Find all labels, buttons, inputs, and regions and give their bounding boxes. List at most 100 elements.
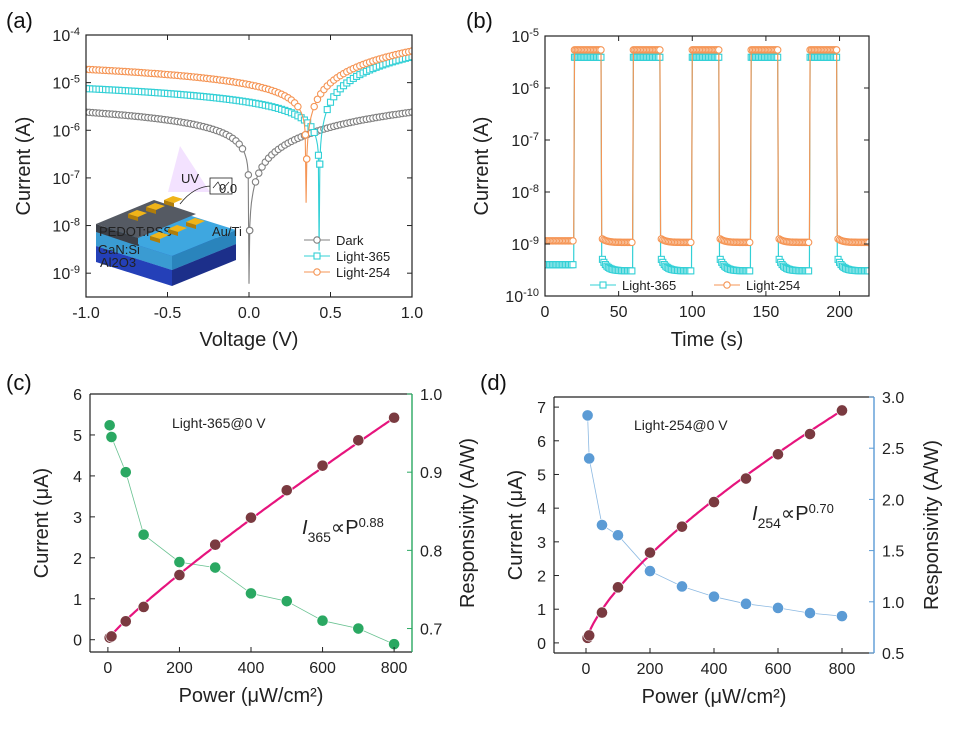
text-part: 10 (511, 81, 529, 98)
x-tick-label: 200 (637, 661, 664, 678)
x-tick-label: 400 (701, 661, 728, 678)
y2-tick-label: 3.0 (882, 390, 904, 407)
data-point (408, 53, 412, 61)
tick-exponent: -9 (70, 264, 80, 276)
text-part: 10 (511, 29, 529, 46)
data-point (238, 145, 247, 153)
fit-symbol: I (302, 517, 308, 539)
responsivity-point (596, 519, 608, 531)
legend-entry: Light-365 (336, 249, 390, 264)
y2-tick-label: 1.0 (420, 387, 442, 404)
text-part: 10 (511, 133, 529, 150)
curves-b (545, 46, 869, 275)
current-point (119, 615, 132, 628)
data-point (805, 267, 813, 275)
y-axis-label: Current (μA) (31, 468, 53, 578)
x-tick-label: 0 (582, 661, 591, 678)
responsivity-point (583, 452, 596, 465)
tick-exponent: -7 (70, 169, 80, 181)
current-point (137, 601, 150, 613)
current-point (209, 538, 222, 551)
data-point (715, 46, 723, 54)
series-line-0 (545, 56, 869, 272)
y2-tick-label: 2.0 (882, 492, 904, 509)
y-tick-label: 0 (537, 636, 546, 653)
y-tick-label: 5 (73, 428, 82, 445)
x-tick-label: 200 (166, 660, 193, 677)
electrode-pad-side (164, 200, 174, 207)
data-point (314, 151, 322, 159)
y-tick-label: 2 (73, 551, 82, 568)
current-point (612, 581, 624, 594)
y-tick-label: 10-8 (511, 183, 539, 202)
current-point (352, 434, 365, 447)
fit-relation: ∝P (331, 517, 359, 539)
current-point (105, 630, 118, 643)
curves-a (86, 47, 412, 284)
y-tick-label: 6 (73, 387, 82, 404)
meter-label: 0.0 (219, 181, 237, 196)
condition-annotation: Light-254@0 V (634, 417, 728, 433)
electrode-pad-side (186, 222, 196, 229)
tick-exponent: -8 (70, 217, 80, 229)
responsivity-series (581, 409, 848, 623)
fit-subscript: 365 (308, 529, 332, 545)
text-part: 10 (52, 123, 70, 140)
tick-exponent: -7 (529, 131, 539, 143)
data-point (310, 102, 318, 111)
fit-exponent: 0.70 (809, 501, 834, 516)
pedot-top (96, 200, 196, 238)
y-tick-label: 10-7 (52, 169, 80, 188)
tick-exponent: -4 (70, 26, 80, 38)
current-point (173, 569, 186, 581)
data-point (310, 128, 318, 137)
x-axis-label: Time (s) (671, 329, 744, 351)
responsivity-series (103, 419, 401, 651)
y-tick-label: 2 (537, 569, 546, 586)
current-point (596, 606, 608, 619)
responsivity-point (245, 587, 257, 600)
fit-equation: I254∝P0.70 (752, 501, 834, 532)
current-series (103, 411, 401, 644)
responsivity-point (119, 466, 132, 479)
y2-axis-label: Responsivity (A/W) (457, 438, 479, 608)
text-part: 10 (52, 266, 70, 283)
panel-label-c: (c) (6, 370, 32, 395)
current-point (644, 546, 656, 559)
responsivity-point (676, 580, 688, 593)
data-point (251, 178, 260, 186)
x-tick-label: 800 (829, 661, 856, 678)
data-point (746, 267, 754, 275)
y-tick-label: 10-4 (52, 26, 80, 45)
panel-label-a: (a) (6, 8, 33, 33)
uv-beam (168, 146, 210, 192)
y2-axis-label: Responsivity (A/W) (921, 440, 943, 610)
legend-marker (599, 281, 607, 289)
panel-label-d: (d) (480, 370, 507, 395)
data-point (745, 238, 754, 247)
text-part: 10 (505, 289, 523, 306)
text-part: 10 (511, 185, 529, 202)
y-tick-label: 4 (73, 469, 82, 486)
data-point (773, 46, 782, 54)
fit-equation: I365∝P0.88 (302, 515, 384, 546)
current-point (740, 472, 752, 485)
gan-side (172, 230, 236, 270)
electrode-pad-side (146, 207, 156, 214)
y-axis-label: Current (A) (13, 117, 35, 216)
y-tick-label: 4 (537, 501, 546, 518)
x-axis-label: Power (μW/cm²) (642, 686, 787, 708)
y-tick-label: 3 (73, 510, 82, 527)
electrode-pad-side (168, 229, 178, 236)
current-point (280, 484, 293, 497)
layer-label-al2o3: Al2O3 (100, 255, 136, 270)
legend-marker (313, 252, 321, 260)
x-tick-label: 100 (679, 304, 706, 321)
data-point (804, 238, 813, 247)
data-point (301, 131, 310, 139)
tick-exponent: -5 (529, 27, 539, 39)
x-axis-label: Power (μW/cm²) (179, 685, 324, 707)
x-tick-label: 0.0 (238, 305, 260, 322)
data-point (316, 160, 324, 168)
y2-tick-label: 1.5 (882, 544, 904, 561)
